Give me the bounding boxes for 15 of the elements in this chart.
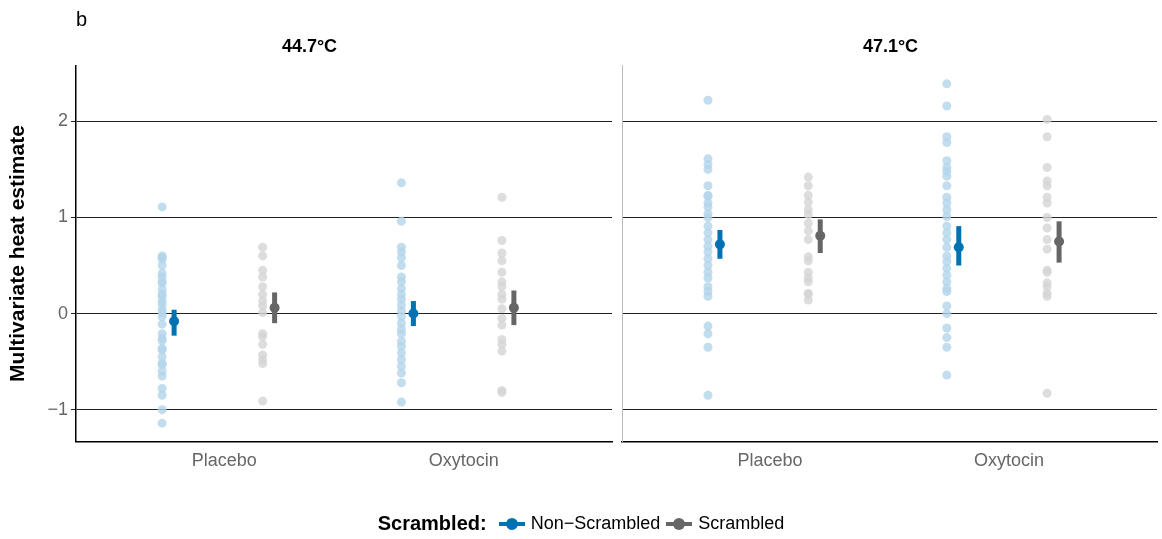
y-tick-label: 0 — [57, 302, 68, 323]
x-tick-label: Oxytocin — [428, 450, 499, 471]
chart-title: 47.1°C — [862, 35, 919, 56]
text: b — [76, 8, 88, 31]
x-tick-label: Placebo — [737, 450, 803, 471]
y-tick-label: −1 — [47, 398, 68, 419]
legend-label: Non−Scrambled — [530, 513, 661, 534]
legend-title: Scrambled: — [377, 512, 487, 535]
x-tick-label: Oxytocin — [973, 450, 1044, 471]
legend-label: Scrambled — [698, 513, 785, 534]
x-tick-label: Placebo — [191, 450, 257, 471]
y-tick-label: 1 — [57, 206, 68, 227]
y-axis-title: Multivariate heat estimate — [5, 125, 29, 382]
y-tick-label: 2 — [57, 110, 68, 131]
chart-title: 44.7°C — [281, 35, 338, 56]
